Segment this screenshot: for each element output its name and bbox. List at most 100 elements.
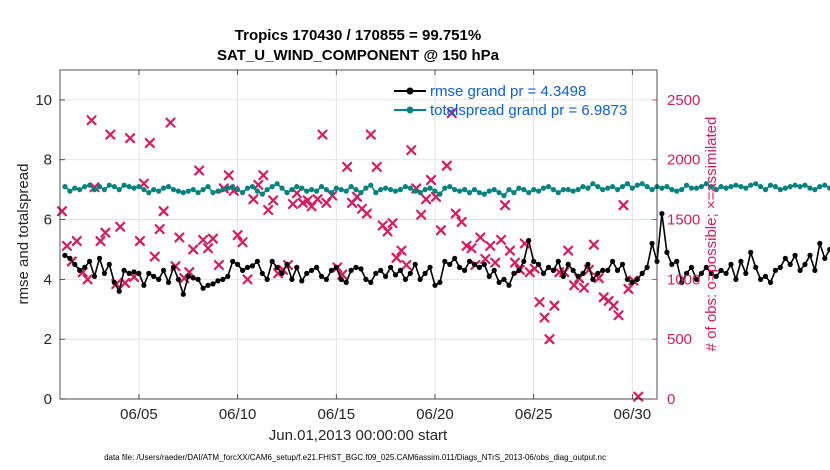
obs-point [82, 274, 93, 285]
obs-point [165, 117, 176, 128]
rmse-point [220, 276, 226, 282]
totalspread-point [427, 185, 433, 191]
obs-point [365, 129, 376, 140]
rmse-point [536, 261, 542, 267]
rmse-point [624, 276, 631, 282]
obs-point [232, 229, 243, 241]
totalspread-point [644, 184, 650, 190]
rmse-point [254, 258, 260, 264]
totalspread-point [447, 184, 453, 190]
rmse-point [703, 264, 709, 270]
y-right-tick-label: 1000 [667, 271, 700, 288]
totalspread-point [565, 187, 571, 193]
obs-point [456, 216, 467, 228]
rmse-point [748, 249, 754, 255]
rmse-point [807, 252, 813, 258]
obs-point [253, 179, 264, 190]
totalspread-point [521, 187, 527, 193]
obs-point [268, 195, 279, 206]
totalspread-point [713, 187, 719, 193]
totalspread-point [180, 190, 186, 196]
totalspread-point [575, 187, 581, 193]
rmse-point [249, 263, 255, 269]
totalspread-point [807, 185, 813, 191]
rmse-point [802, 261, 808, 267]
totalspread-point [161, 185, 167, 191]
totalspread-point [67, 188, 73, 194]
rmse-point [511, 270, 517, 276]
obs-point [485, 240, 496, 251]
obs-point [420, 194, 432, 205]
totalspread-point [486, 188, 492, 194]
x-tick-label: 06/15 [318, 406, 356, 423]
obs-point [154, 224, 165, 235]
totalspread-point [358, 190, 364, 196]
obs-point [391, 252, 402, 263]
totalspread-point [62, 184, 68, 190]
totalspread-point [220, 187, 226, 193]
totalspread-point [259, 191, 265, 197]
rmse-point [639, 270, 645, 276]
totalspread-point [526, 190, 532, 196]
totalspread-point [743, 185, 749, 191]
rmse-point [422, 270, 428, 276]
rmse-point [718, 267, 724, 273]
rmse-point [442, 258, 448, 264]
totalspread-point [466, 190, 473, 196]
rmse-point [619, 261, 626, 267]
totalspread-point [516, 185, 522, 191]
totalspread-point [126, 184, 132, 190]
totalspread-point [225, 185, 231, 191]
rmse-point [175, 276, 181, 282]
rmse-point [146, 270, 152, 276]
obs-point [371, 161, 382, 173]
rmse-point [758, 276, 764, 282]
totalspread-point [388, 187, 394, 193]
rmse-point [540, 270, 547, 276]
obs-point [569, 280, 580, 291]
totalspread-point [476, 190, 482, 196]
obs-point [312, 194, 323, 205]
obs-point [396, 245, 407, 256]
obs-point [446, 107, 457, 119]
obs-point [100, 227, 111, 238]
obs-point [504, 245, 516, 256]
rmse-point [279, 270, 285, 276]
y-left-tick-label: 2 [44, 331, 52, 348]
rmse-point [723, 270, 729, 276]
obs-point [549, 300, 560, 311]
rmse-point [195, 276, 201, 282]
rmse-point [91, 273, 98, 279]
obs-point [539, 312, 550, 323]
totalspread-point [77, 187, 83, 193]
totalspread-point [693, 185, 700, 191]
obs-point [588, 239, 599, 250]
totalspread-point [185, 188, 191, 194]
rmse-point [827, 246, 830, 253]
obs-point [406, 145, 417, 156]
totalspread-point [72, 185, 78, 191]
rmse-point [417, 276, 423, 282]
rmse-point [82, 264, 88, 270]
totalspread-point [328, 190, 334, 196]
rmse-point [787, 261, 793, 267]
rmse-point [486, 273, 492, 279]
rmse-point [753, 264, 759, 270]
obs-point [490, 257, 501, 268]
plot-background [60, 70, 657, 399]
totalspread-point [619, 184, 626, 190]
obs-point [425, 174, 437, 186]
legend-rmse-label: rmse grand pr = 4.3498 [430, 83, 586, 100]
y-right-tick-label: 0 [667, 391, 675, 408]
rmse-point [407, 270, 413, 276]
y-left-tick-label: 6 [44, 212, 52, 229]
rmse-point [190, 275, 196, 281]
x-tick-label: 06/30 [614, 406, 652, 423]
totalspread-point [511, 190, 517, 196]
y-right-tick-label: 2000 [667, 152, 700, 169]
rmse-point [797, 267, 803, 273]
rmse-point [72, 261, 78, 267]
rmse-point [595, 270, 601, 276]
y-axis-right-label: # of obs: o=possible; ×=assimilated [703, 117, 720, 352]
rmse-point [397, 267, 403, 273]
